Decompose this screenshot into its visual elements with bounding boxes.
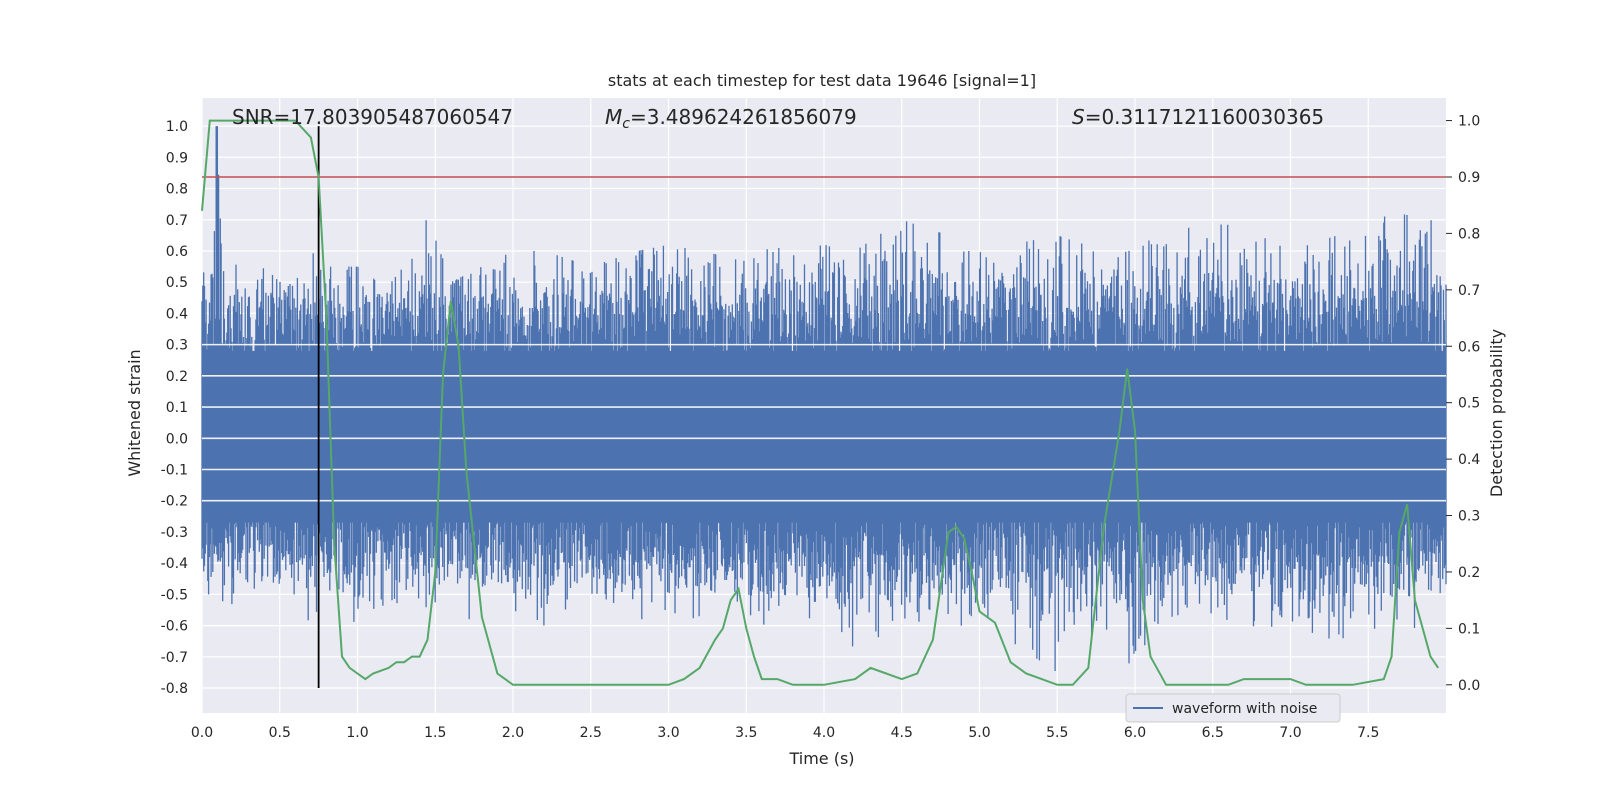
y-tick-label: 0.9 (166, 150, 188, 166)
x-tick-label: 0.5 (269, 725, 291, 741)
y-axis-right-label: Detection probability (1487, 329, 1506, 497)
y-right-tick-label: 0.2 (1458, 565, 1480, 581)
x-tick-label: 2.0 (502, 725, 524, 741)
y-tick-label: 0.2 (166, 369, 188, 385)
mc-value: =3.489624261856079 (630, 105, 857, 129)
x-tick-label: 2.5 (580, 725, 602, 741)
x-tick-label: 6.0 (1124, 725, 1146, 741)
plot-area (201, 119, 1447, 689)
x-tick-label: 5.5 (1046, 725, 1068, 741)
s-value: =0.3117121160030365 (1085, 105, 1324, 129)
x-axis-label: Time (s) (788, 749, 854, 768)
x-tick-label: 7.5 (1357, 725, 1379, 741)
y-right-tick-label: 0.0 (1458, 678, 1480, 694)
y-axis-right-ticks: 0.0 0.1 0.2 0.3 0.4 0.5 0.6 0.7 0.8 0.9 1.0 (1446, 114, 1480, 694)
y-tick-label: 0.0 (166, 431, 188, 447)
chirp-mass-annotation: Mc=3.489624261856079 (605, 105, 857, 132)
y-tick-label: -0.6 (161, 619, 188, 635)
y-right-tick-label: 0.8 (1458, 226, 1480, 242)
y-tick-label: 0.7 (166, 213, 188, 229)
legend-box (1125, 693, 1341, 723)
y-tick-label: -0.5 (161, 587, 188, 603)
y-right-tick-label: 0.9 (1458, 170, 1480, 186)
y-right-tick-label: 0.5 (1458, 396, 1480, 412)
chart-title: stats at each timestep for test data 196… (608, 71, 1036, 90)
y-tick-label: 0.5 (166, 275, 188, 291)
y-tick-label: -0.4 (161, 556, 188, 572)
s-symbol: S (1072, 105, 1085, 129)
y-right-tick-label: 0.1 (1458, 621, 1480, 637)
y-tick-label: -0.1 (161, 462, 188, 478)
x-tick-label: 3.5 (735, 725, 757, 741)
y-right-tick-label: 0.7 (1458, 283, 1480, 299)
mc-subscript: c (622, 116, 630, 132)
y-axis-left-label: Whitened strain (125, 349, 144, 476)
y-tick-label: 0.4 (166, 306, 188, 322)
y-tick-label: -0.3 (161, 525, 188, 541)
x-tick-label: 4.0 (813, 725, 835, 741)
y-tick-label: -0.7 (161, 650, 188, 666)
x-tick-label: 6.5 (1202, 725, 1224, 741)
mc-symbol: M (605, 105, 622, 129)
y-tick-label: -0.8 (161, 681, 188, 697)
y-tick-label: 1.0 (166, 119, 188, 135)
s-annotation: S=0.3117121160030365 (1072, 105, 1324, 129)
y-axis-left-ticks: -0.8 -0.7 -0.6 -0.5 -0.4 -0.3 -0.2 -0.1 0.0 0.1 0.… (161, 119, 188, 697)
y-tick-label: 0.8 (166, 182, 188, 198)
y-tick-label: 0.6 (166, 244, 188, 260)
x-tick-label: 0.0 (191, 725, 213, 741)
x-axis-ticks: 0.0 0.5 1.0 1.5 2.0 2.5 3.0 3.5 4.0 4.5 5.0 5.5 6.0 6… (191, 725, 1380, 741)
x-tick-label: 1.0 (346, 725, 368, 741)
y-right-tick-label: 0.3 (1458, 509, 1480, 525)
y-tick-label: 0.3 (166, 338, 188, 354)
snr-annotation: SNR=17.803905487060547 (232, 105, 513, 129)
x-tick-label: 7.0 (1279, 725, 1301, 741)
waveform-with-noise-series (201, 126, 1447, 671)
x-tick-label: 5.0 (968, 725, 990, 741)
y-tick-label: 0.1 (166, 400, 188, 416)
x-tick-label: 4.5 (891, 725, 913, 741)
y-right-tick-label: 0.6 (1458, 339, 1480, 355)
legend: waveform with noise (1125, 693, 1341, 723)
y-tick-label: -0.2 (161, 494, 188, 510)
x-tick-label: 3.0 (657, 725, 679, 741)
legend-entry-waveform: waveform with noise (1172, 701, 1317, 717)
detection-probability-series (201, 119, 1440, 686)
y-right-tick-label: 0.4 (1458, 452, 1480, 468)
y-right-tick-label: 1.0 (1458, 114, 1480, 130)
x-tick-label: 1.5 (424, 725, 446, 741)
